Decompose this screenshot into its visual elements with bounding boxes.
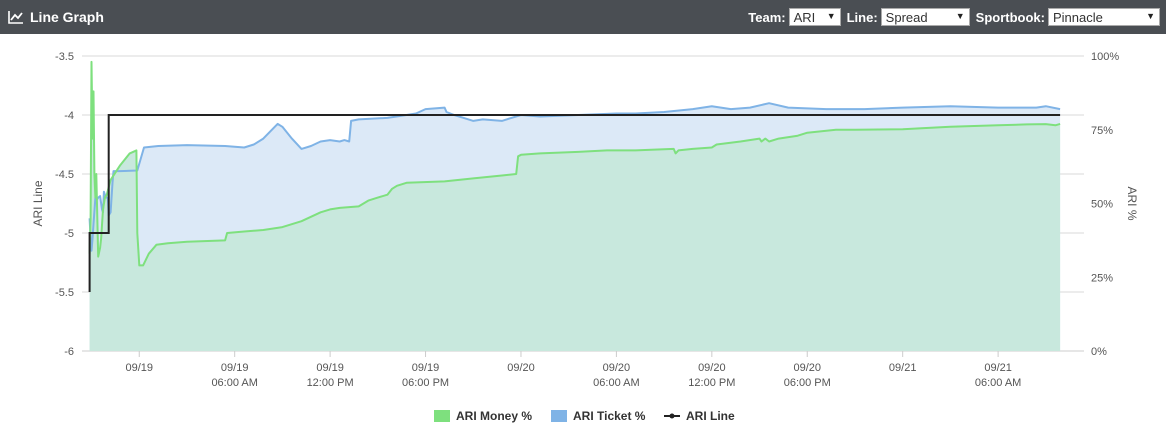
x-tick-label: 06:00 AM — [211, 377, 257, 389]
team-select-value: ARI — [793, 9, 816, 25]
chart-area: -3.5 -4 -4.5 -5 -5.5 -6 100% 75% 50% 25% 0% ARI Lin… — [0, 34, 1166, 438]
page-title: Line Graph — [30, 9, 104, 25]
x-tick-label: 06:00 PM — [402, 377, 449, 389]
x-tick-label: 06:00 AM — [975, 377, 1021, 389]
chevron-down-icon: ▼ — [826, 11, 836, 21]
y-tick-label-right: 50% — [1091, 199, 1113, 211]
chart-header: Line Graph Team: ARI ▼ Line: Spread ▼ Sp… — [0, 0, 1166, 34]
title-wrap: Line Graph — [8, 0, 104, 34]
y-tick-label-left: -5 — [64, 228, 74, 240]
team-select[interactable]: ARI ▼ — [788, 8, 841, 26]
x-tick-label: 09/20 — [603, 362, 631, 374]
line-label: Line: — [846, 9, 878, 25]
line-select[interactable]: Spread ▼ — [880, 8, 970, 26]
line-chart: -3.5 -4 -4.5 -5 -5.5 -6 100% 75% 50% 25% 0% ARI Lin… — [31, 51, 1139, 423]
x-tick-label: 09/19 — [316, 362, 344, 374]
legend-swatch — [551, 410, 567, 422]
sportbook-label: Sportbook: — [975, 9, 1045, 25]
y-tick-label-left: -4.5 — [55, 169, 74, 181]
legend-label: ARI Line — [686, 409, 735, 423]
x-tick-label: 12:00 PM — [307, 377, 354, 389]
x-tick-label: 06:00 AM — [593, 377, 639, 389]
x-tick-label: 09/20 — [698, 362, 726, 374]
y-tick-label-left: -4 — [64, 110, 74, 122]
y-tick-label-left: -5.5 — [55, 287, 74, 299]
x-tick-label: 06:00 PM — [784, 377, 831, 389]
y-tick-label-right: 25% — [1091, 272, 1113, 284]
x-tick-label: 09/21 — [984, 362, 1012, 374]
chart-controls: Team: ARI ▼ Line: Spread ▼ Sportbook: Pi… — [742, 0, 1160, 34]
line-select-value: Spread — [885, 9, 928, 25]
legend-label: ARI Money % — [456, 409, 532, 423]
line-chart-icon — [8, 11, 23, 24]
y-tick-label-right: 100% — [1091, 51, 1119, 63]
x-tick-label: 09/19 — [221, 362, 249, 374]
chevron-down-icon: ▼ — [955, 11, 965, 21]
legend-marker — [669, 413, 675, 419]
x-tick-label: 09/19 — [412, 362, 440, 374]
series-area — [89, 61, 1061, 352]
y-tick-label-left: -6 — [64, 346, 74, 358]
series-line-ari-line — [88, 114, 1061, 292]
chevron-down-icon: ▼ — [1146, 11, 1155, 21]
y-tick-label-right: 75% — [1091, 125, 1113, 137]
x-tick-label: 09/20 — [793, 362, 821, 374]
x-tick-label: 09/20 — [507, 362, 535, 374]
sportbook-select-value: Pinnacle — [1053, 9, 1103, 25]
legend-swatch — [434, 410, 450, 422]
team-label: Team: — [748, 9, 786, 25]
legend-label: ARI Ticket % — [573, 409, 646, 423]
y-axis-label-right: ARI % — [1125, 186, 1139, 220]
y-tick-label-left: -3.5 — [55, 51, 74, 63]
x-tick-label: 12:00 PM — [688, 377, 735, 389]
x-tick-label: 09/19 — [125, 362, 153, 374]
y-axis-label-left: ARI Line — [31, 180, 45, 226]
y-tick-label-right: 0% — [1091, 346, 1107, 358]
sportbook-select[interactable]: Pinnacle ▼ — [1048, 8, 1160, 26]
x-tick-label: 09/21 — [889, 362, 917, 374]
series-line — [88, 60, 1061, 267]
